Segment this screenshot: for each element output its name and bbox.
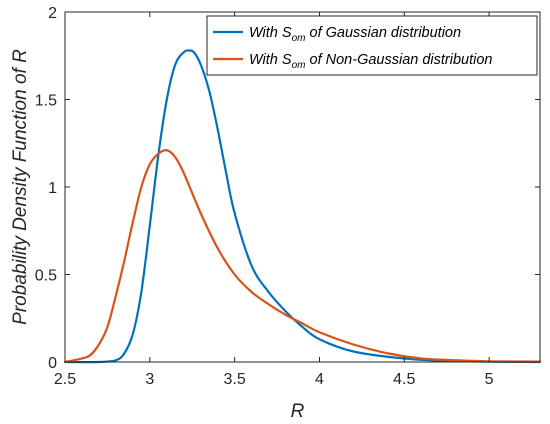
x-tick-label: 3 (145, 371, 154, 388)
y-axis-label: Probability Density Function of R (10, 49, 31, 325)
legend-label-suffix: of Non-Gaussian distribution (305, 52, 492, 68)
legend-label-1: With Som of Gaussian distribution (249, 25, 461, 44)
y-tick-label: 0 (48, 355, 57, 372)
y-tick-label: 1.5 (35, 93, 57, 110)
x-tick-label: 4.5 (393, 371, 415, 388)
legend-box (206, 15, 538, 76)
x-tick-label: 5 (485, 371, 494, 388)
series-layer (63, 49, 542, 364)
x-tick-label: 3.5 (224, 371, 246, 388)
x-tick-label: 2.5 (54, 371, 76, 388)
legend-label-prefix: With S (249, 25, 292, 41)
series-line-2 (63, 149, 542, 364)
axes-layer: 2.5 3 3.5 4 4.5 5 0 0.5 1 1.5 2 R Probability Densit… (10, 5, 541, 422)
x-tick-label: 4 (315, 371, 324, 388)
series-line-1 (63, 49, 542, 364)
legend-label-subscript: om (292, 60, 306, 71)
x-axis-label: R (291, 401, 305, 422)
legend-label-suffix: of Gaussian distribution (305, 25, 461, 41)
legend-label-subscript: om (292, 33, 306, 44)
legend-label-prefix: With S (249, 52, 292, 68)
y-tick-label: 0.5 (35, 268, 57, 285)
y-tick-label: 1 (48, 180, 57, 197)
legend-label-2: With Som of Non-Gaussian distribution (249, 52, 492, 71)
y-tick-label: 2 (48, 5, 57, 22)
